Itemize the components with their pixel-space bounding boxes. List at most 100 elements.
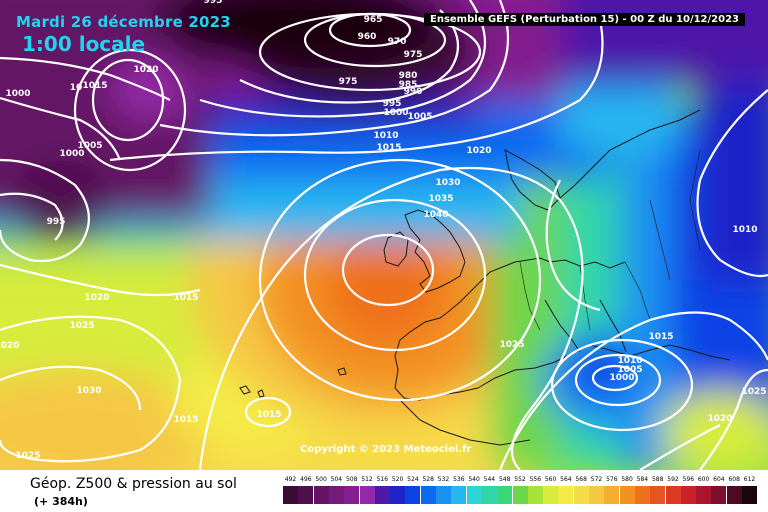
map-footer: Géop. Z500 & pression au sol (+ 384h) 49… [0, 470, 768, 512]
legend-tick-label: 588 [651, 476, 664, 483]
legend-swatch [374, 486, 390, 504]
ensemble-info: Ensemble GEFS (Perturbation 15) - 00 Z d… [424, 13, 745, 26]
legend-tick-label: 512 [361, 476, 373, 483]
isobar-label: 1000 [609, 373, 634, 383]
isobar-label: 1015 [173, 293, 198, 303]
isobar-label: 1000 [59, 149, 84, 159]
isobar-label: 10 [70, 83, 83, 93]
isobar-label: 1015 [648, 332, 673, 342]
legend-swatch [527, 486, 543, 504]
isobar-label: 975 [339, 77, 358, 87]
legend-swatch [573, 486, 589, 504]
legend-tick-label: 500 [315, 476, 327, 483]
legend-tick-label: 584 [636, 476, 649, 483]
legend-swatch [634, 486, 650, 504]
isobar-label: 1025 [499, 340, 524, 350]
isobar-label: 1005 [77, 141, 102, 151]
isobar-label: 1030 [76, 386, 101, 396]
legend-tick-label: 612 [743, 476, 756, 483]
isobar-lines [0, 0, 768, 470]
isobar-label: 1020 [84, 293, 109, 303]
legend-swatch [436, 486, 451, 504]
local-time: 1:00 locale [22, 32, 146, 56]
legend-tick-label: 516 [376, 476, 389, 483]
isobar-label: 1025 [741, 387, 766, 397]
legend-tick-label: 528 [422, 476, 434, 483]
legend-tick-label: 556 [529, 476, 542, 483]
legend-tick-label: 540 [468, 476, 480, 483]
legend-swatch [313, 486, 329, 504]
isobar-label: 1025 [69, 321, 94, 331]
isobar-label: 965 [364, 15, 383, 25]
isobar-label: 1035 [428, 194, 453, 204]
copyright-notice: Copyright © 2023 Meteociel.fr [300, 444, 472, 455]
legend-swatch [604, 486, 620, 504]
isobar-label: 960 [358, 32, 377, 42]
legend-tick-label: 544 [483, 476, 496, 483]
legend-swatch [359, 486, 375, 504]
legend-tick-label: 572 [590, 476, 603, 483]
legend-tick-label: 524 [407, 476, 419, 483]
isobar-label: 975 [404, 50, 423, 60]
isobar-label: 1025 [15, 451, 40, 461]
legend-swatch [696, 486, 712, 504]
legend-tick-label: 496 [300, 476, 312, 483]
legend-swatch [283, 486, 298, 504]
isobar-label: 1015 [173, 415, 198, 425]
legend-tick-label: 536 [453, 476, 465, 483]
isobar-label: 995 [204, 0, 223, 6]
legend-tick-label: 580 [621, 476, 633, 483]
forecast-range: (+ 384h) [34, 495, 88, 508]
legend-tick-label: 564 [560, 476, 572, 483]
geopotential-field [0, 0, 768, 470]
isobar-label: 1030 [435, 178, 460, 188]
legend-swatch [589, 486, 604, 504]
isobar-label: 980 [399, 71, 418, 81]
isobar-label: 1015 [82, 81, 107, 91]
legend-tick-label: 560 [544, 476, 557, 483]
isobar-label: 1010 [373, 131, 398, 141]
isobar-label: 1010 [732, 225, 757, 235]
isobar-label: 1020 [133, 65, 158, 75]
legend-tick-label: 596 [682, 476, 695, 483]
legend-swatch [680, 486, 696, 504]
isobar-label: 1005 [617, 365, 642, 375]
legend-tick-label: 608 [728, 476, 740, 483]
legend-swatch [665, 486, 681, 504]
legend-swatch [543, 486, 559, 504]
legend-tick-label: 508 [345, 476, 358, 483]
legend-tick-label: 492 [284, 476, 297, 483]
legend-swatch [481, 486, 497, 504]
legend-swatch [466, 486, 482, 504]
legend-tick-label: 592 [667, 476, 679, 483]
legend-tick-label: 552 [514, 476, 526, 483]
product-title: Géop. Z500 & pression au sol [30, 476, 237, 492]
legend-swatch [650, 486, 666, 504]
legend-swatch [512, 486, 528, 504]
legend-tick-label: 520 [391, 476, 404, 483]
isobar-label: 990 [404, 87, 423, 97]
isobar-label: 020 [1, 341, 20, 351]
legend-tick-label: 548 [498, 476, 511, 483]
legend-swatch [742, 486, 757, 504]
isobar-label: 1000 [383, 108, 408, 118]
legend-swatch [344, 486, 360, 504]
legend-swatch [558, 486, 574, 504]
isobar-label: 1005 [407, 112, 432, 122]
legend-swatch [328, 486, 344, 504]
isobar-label: 1040 [423, 210, 448, 220]
legend-tick-label: 532 [437, 476, 450, 483]
isobar-label: 995 [383, 99, 402, 109]
isobar-label: 970 [388, 37, 407, 47]
isobar-label: 985 [399, 80, 418, 90]
isobar-label: 1010 [617, 356, 642, 366]
legend-swatch [298, 486, 314, 504]
legend-tick-label: 600 [697, 476, 710, 483]
legend-swatch [390, 486, 406, 504]
forecast-map: 995 965 960 970 975 975 980 985 990 995 1000 1005 10… [0, 0, 768, 470]
legend-swatch [726, 486, 742, 504]
legend-tick-label: 576 [606, 476, 618, 483]
legend-tick-label: 604 [713, 476, 725, 483]
